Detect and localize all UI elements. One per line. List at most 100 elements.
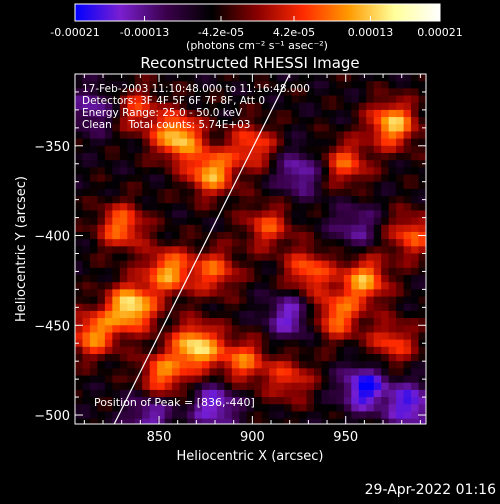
heatmap-cell	[403, 117, 412, 125]
heatmap-cell	[134, 124, 143, 133]
heatmap-cell	[254, 418, 263, 424]
heatmap-cell	[187, 310, 196, 319]
heatmap-cell	[388, 339, 397, 348]
heatmap-cell	[97, 131, 106, 140]
heatmap-cell	[201, 282, 211, 290]
colorbar-tick-label: -0.00013	[120, 26, 169, 39]
heatmap-cell	[194, 117, 203, 125]
heatmap-cell	[291, 74, 300, 82]
heatmap-cell	[388, 174, 397, 183]
heatmap-cell	[164, 303, 173, 312]
heatmap-cell	[239, 174, 248, 183]
heatmap-cell	[104, 375, 113, 384]
heatmap-cell	[366, 368, 375, 377]
heatmap-cell	[366, 74, 375, 82]
heatmap-cell	[194, 167, 203, 176]
heatmap-cell	[224, 275, 233, 283]
heatmap-cell	[343, 282, 352, 290]
heatmap-cell	[112, 275, 121, 283]
heatmap-cell	[343, 275, 352, 283]
heatmap-cell	[172, 332, 181, 341]
heatmap-cell	[276, 382, 285, 391]
heatmap-cell	[157, 332, 166, 341]
heatmap-cell	[411, 318, 420, 326]
heatmap-cell	[149, 260, 158, 269]
heatmap-cell	[246, 102, 255, 111]
heatmap-cell	[82, 88, 91, 97]
heatmap-cell	[299, 203, 308, 212]
heatmap-cell	[209, 346, 218, 355]
heatmap-cell	[261, 138, 270, 147]
heatmap-cell	[321, 354, 330, 362]
heatmap-cell	[201, 102, 211, 111]
heatmap-cell	[209, 289, 218, 298]
heatmap-cell	[209, 282, 218, 290]
heatmap-cell	[381, 224, 390, 233]
heatmap-cell	[89, 74, 99, 82]
heatmap-cell	[388, 289, 397, 298]
heatmap-cell	[373, 397, 382, 405]
heatmap-cell	[284, 196, 293, 204]
heatmap-cell	[411, 397, 420, 405]
heatmap-cell	[224, 354, 233, 362]
heatmap-cell	[358, 167, 367, 176]
heatmap-cell	[142, 124, 151, 133]
heatmap-cell	[89, 332, 99, 341]
heatmap-cell	[104, 196, 113, 204]
heatmap-cell	[388, 318, 397, 326]
heatmap-cell	[261, 160, 270, 168]
heatmap-cell	[343, 267, 352, 276]
heatmap-cell	[149, 95, 158, 104]
heatmap-cell	[97, 95, 106, 104]
heatmap-cell	[149, 332, 158, 341]
heatmap-cell	[142, 260, 151, 269]
heatmap-cell	[269, 246, 278, 255]
heatmap-cell	[366, 282, 375, 290]
heatmap-cell	[313, 203, 323, 212]
heatmap-cell	[328, 260, 337, 269]
heatmap-cell	[381, 253, 390, 262]
heatmap-cell	[291, 346, 300, 355]
heatmap-cell	[127, 361, 136, 369]
heatmap-cell	[299, 346, 308, 355]
heatmap-cell	[231, 332, 240, 341]
heatmap-cell	[75, 102, 84, 111]
heatmap-cell	[269, 231, 278, 240]
heatmap-cell	[358, 332, 367, 341]
heatmap-cell	[306, 160, 315, 168]
heatmap-cell	[313, 339, 323, 348]
heatmap-cell	[396, 375, 405, 384]
heatmap-cell	[321, 239, 330, 247]
heatmap-cell	[269, 152, 278, 161]
heatmap-cell	[224, 418, 233, 424]
y-tick-label: −400	[34, 230, 70, 245]
heatmap-cell	[366, 411, 375, 420]
heatmap-cell	[254, 332, 263, 341]
heatmap-cell	[194, 81, 203, 89]
heatmap-cell	[75, 375, 84, 384]
heatmap-cell	[269, 81, 278, 89]
heatmap-cell	[373, 239, 382, 247]
heatmap-cell	[291, 389, 300, 398]
heatmap-cell	[276, 411, 285, 420]
heatmap-cell	[119, 203, 128, 212]
heatmap-cell	[328, 418, 337, 424]
heatmap-cell	[224, 203, 233, 212]
colorbar-ticks: -0.00021 -0.00013 -4.2e-05 4.2e-05 0.00013 0.…	[50, 16, 463, 39]
heatmap-cell	[373, 368, 382, 377]
heatmap-cell	[75, 296, 84, 305]
heatmap-cell	[142, 181, 151, 190]
heatmap-cell	[97, 239, 106, 247]
heatmap-cell	[373, 418, 382, 424]
heatmap-cell	[381, 246, 390, 255]
heatmap-cell	[306, 354, 315, 362]
heatmap-cell	[231, 310, 240, 319]
heatmap-cell	[179, 332, 188, 341]
heatmap-cell	[321, 138, 330, 147]
heatmap-cell	[216, 418, 225, 424]
heatmap-cell	[269, 411, 278, 420]
heatmap-cell	[254, 124, 263, 133]
heatmap-cell	[89, 181, 99, 190]
heatmap-cell	[231, 152, 240, 161]
heatmap-cell	[164, 275, 173, 283]
